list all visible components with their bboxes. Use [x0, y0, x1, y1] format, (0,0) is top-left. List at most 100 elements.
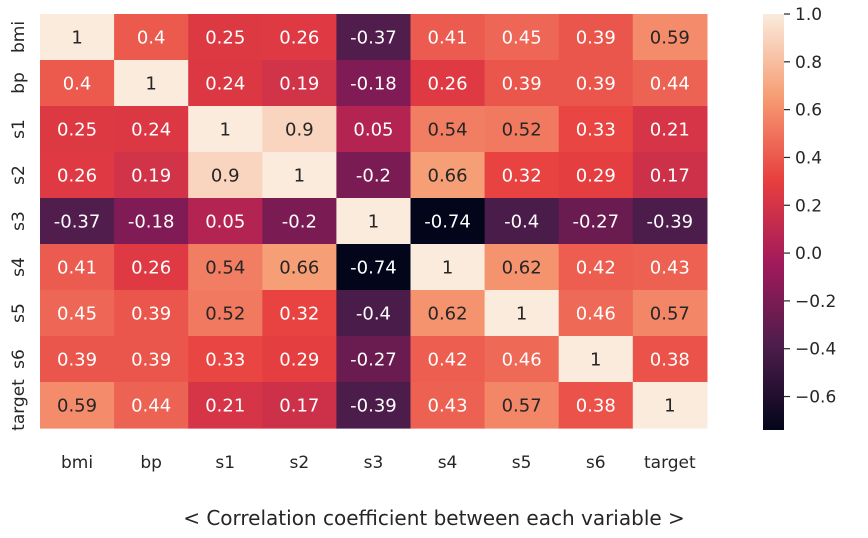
- cell-value-label: -0.74: [424, 212, 471, 233]
- y-tick-label: s6: [9, 349, 29, 369]
- heatmap-cell: [632, 60, 708, 107]
- heatmap-cell: [410, 152, 486, 199]
- heatmap-cells: 1 0.4 0.25 0.26 -0.37 0.41 0.45 0.39 0.590.4 1 0.2…: [40, 14, 708, 429]
- heatmap-cell: [410, 244, 486, 291]
- cell-value-label: 0.05: [353, 120, 393, 141]
- heatmap-cell: [558, 382, 634, 429]
- heatmap-cell: [632, 382, 708, 429]
- cell-value-label: 0.38: [576, 396, 616, 417]
- heatmap-cell: [40, 60, 115, 107]
- y-tick-label: bp: [9, 72, 29, 94]
- heatmap-cell: [188, 290, 263, 337]
- heatmap-cell: [188, 106, 263, 153]
- cell-value-label: 0.39: [131, 350, 171, 371]
- heatmap-cell: [188, 198, 263, 245]
- heatmap-cell: [262, 198, 337, 245]
- cell-value-label: 0.59: [650, 28, 690, 49]
- colorbar-tick-label: 1.0: [795, 5, 822, 25]
- cell-value-label: 0.42: [576, 258, 616, 279]
- cell-value-label: 1: [71, 28, 82, 49]
- y-tick-label: s1: [9, 119, 29, 139]
- cell-value-label: 1: [516, 304, 527, 325]
- cell-value-label: 0.19: [279, 74, 319, 95]
- x-tick-label: s3: [364, 453, 384, 473]
- cell-value-label: 0.25: [57, 120, 97, 141]
- cell-value-label: 1: [664, 396, 675, 417]
- heatmap-cell: [558, 106, 634, 153]
- x-tick-label: s1: [215, 453, 235, 473]
- cell-value-label: 0.41: [428, 28, 468, 49]
- cell-value-label: 0.05: [205, 212, 245, 233]
- heatmap-cell: [632, 290, 708, 337]
- colorbar-tick-label: 0.2: [795, 196, 822, 216]
- heatmap-cell: [558, 60, 634, 107]
- heatmap-cell: [114, 14, 189, 61]
- heatmap-cell: [632, 106, 708, 153]
- cell-value-label: 0.4: [63, 74, 92, 95]
- cell-value-label: 0.32: [279, 304, 319, 325]
- heatmap-cell: [40, 198, 115, 245]
- colorbar-tick-label: 0.8: [795, 53, 822, 73]
- chart-caption: < Correlation coefficient between each v…: [183, 506, 685, 530]
- heatmap-cell: [410, 290, 486, 337]
- cell-value-label: 0.62: [502, 258, 542, 279]
- heatmap-cell: [188, 244, 263, 291]
- heatmap-cell: [484, 106, 560, 153]
- heatmap-cell: [262, 382, 337, 429]
- cell-value-label: 0.43: [428, 396, 468, 417]
- cell-value-label: 0.46: [576, 304, 616, 325]
- cell-value-label: 0.21: [205, 396, 245, 417]
- cell-value-label: 0.39: [57, 350, 97, 371]
- cell-value-label: -0.37: [54, 212, 101, 233]
- cell-value-label: 0.52: [502, 120, 542, 141]
- heatmap-cell: [558, 244, 634, 291]
- heatmap-cell: [484, 382, 560, 429]
- heatmap-cell: [114, 198, 189, 245]
- cell-value-label: 0.29: [576, 166, 616, 187]
- y-tick-label: target: [9, 379, 29, 431]
- y-tick-label: s4: [9, 257, 29, 277]
- cell-value-label: 0.62: [428, 304, 468, 325]
- heatmap-cell: [632, 198, 708, 245]
- heatmap-cell: [336, 152, 412, 199]
- heatmap-cell: [114, 152, 189, 199]
- colorbar-tick-label: −0.6: [795, 388, 836, 408]
- cell-value-label: 0.4: [137, 28, 166, 49]
- heatmap-cell: [114, 382, 189, 429]
- heatmap-cell: [188, 382, 263, 429]
- cell-value-label: 0.39: [131, 304, 171, 325]
- x-tick-label: bmi: [61, 453, 93, 473]
- cell-value-label: -0.2: [282, 212, 317, 233]
- heatmap-cell: [484, 152, 560, 199]
- cell-value-label: 0.26: [57, 166, 97, 187]
- cell-value-label: -0.39: [350, 396, 397, 417]
- cell-value-label: -0.27: [350, 350, 397, 371]
- cell-value-label: 0.26: [428, 74, 468, 95]
- heatmap-cell: [484, 14, 560, 61]
- cell-value-label: 0.21: [650, 120, 690, 141]
- cell-value-label: 0.42: [428, 350, 468, 371]
- heatmap-cell: [484, 290, 560, 337]
- heatmap-cell: [188, 336, 263, 383]
- cell-value-label: 1: [368, 212, 379, 233]
- cell-value-label: 0.66: [279, 258, 319, 279]
- cell-value-label: -0.27: [572, 212, 619, 233]
- x-tick-label: bp: [140, 453, 162, 473]
- cell-value-label: 0.33: [205, 350, 245, 371]
- heatmap-cell: [410, 198, 486, 245]
- heatmap-cell: [40, 14, 115, 61]
- heatmap-cell: [262, 106, 337, 153]
- heatmap-cell: [410, 336, 486, 383]
- cell-value-label: 0.9: [211, 166, 240, 187]
- heatmap-cell: [40, 152, 115, 199]
- heatmap-cell: [114, 290, 189, 337]
- heatmap-cell: [40, 336, 115, 383]
- cell-value-label: 0.45: [57, 304, 97, 325]
- cell-value-label: 0.59: [57, 396, 97, 417]
- heatmap-cell: [632, 336, 708, 383]
- heatmap-cell: [262, 336, 337, 383]
- cell-value-label: -0.18: [128, 212, 175, 233]
- cell-value-label: -0.37: [350, 28, 397, 49]
- cell-value-label: 0.29: [279, 350, 319, 371]
